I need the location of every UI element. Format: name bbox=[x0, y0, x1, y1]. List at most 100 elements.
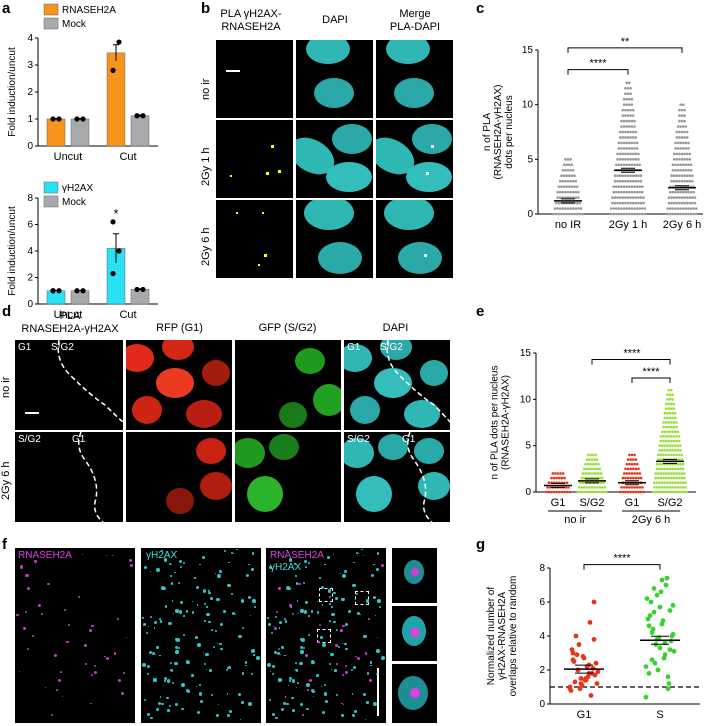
panel-c-chart: 0 5 10 15 n of PLA (RNASEH2A-γH2AX) dots per n… bbox=[482, 36, 703, 231]
d-inset-dapi-g1-bottom: G1 bbox=[402, 434, 416, 445]
speckle bbox=[166, 679, 171, 683]
data-point bbox=[612, 207, 615, 210]
y-axis-label-line: (RNASEH2A-γH2AX) bbox=[493, 84, 504, 179]
data-point bbox=[678, 119, 681, 123]
data-point bbox=[671, 207, 675, 210]
data-point bbox=[621, 130, 625, 134]
data-point bbox=[664, 472, 668, 475]
data-point bbox=[575, 212, 579, 216]
data-point bbox=[666, 398, 669, 401]
data-point bbox=[575, 201, 579, 205]
data-point bbox=[672, 421, 676, 424]
speckle bbox=[158, 701, 162, 705]
speckle bbox=[283, 654, 286, 657]
speckle bbox=[333, 554, 335, 556]
data-point bbox=[582, 486, 586, 489]
data-point bbox=[571, 196, 575, 199]
data-point bbox=[667, 425, 670, 429]
speckle bbox=[351, 693, 354, 696]
data-point bbox=[565, 212, 568, 216]
data-point bbox=[609, 212, 613, 216]
speckle bbox=[216, 642, 219, 645]
speckle bbox=[290, 696, 294, 700]
data-point bbox=[653, 486, 656, 489]
d-image-pla-noir bbox=[15, 340, 123, 430]
data-point bbox=[659, 621, 665, 627]
data-point bbox=[557, 185, 561, 188]
data-point bbox=[601, 476, 604, 480]
data-point bbox=[689, 207, 693, 210]
speckle bbox=[287, 684, 290, 687]
data-point bbox=[689, 168, 693, 172]
data-point bbox=[664, 402, 668, 406]
data-point bbox=[626, 108, 630, 112]
data-point bbox=[675, 174, 679, 178]
speckle bbox=[304, 600, 308, 605]
speckle bbox=[47, 583, 50, 586]
speckle bbox=[369, 660, 373, 664]
y-tick-label: 3 bbox=[27, 60, 33, 71]
b-image-merge-6h bbox=[376, 200, 453, 278]
speckle bbox=[185, 689, 189, 693]
data-point bbox=[639, 174, 643, 178]
data-point bbox=[578, 681, 584, 686]
data-point bbox=[668, 449, 672, 452]
data-point bbox=[570, 185, 574, 188]
speckle bbox=[267, 616, 269, 619]
data-point bbox=[628, 472, 631, 475]
speckle bbox=[268, 698, 271, 701]
data-point bbox=[664, 476, 668, 480]
data-point bbox=[615, 207, 618, 210]
data-point bbox=[676, 467, 680, 471]
data-point bbox=[676, 168, 680, 172]
data-point bbox=[620, 125, 623, 128]
data-point bbox=[676, 486, 680, 489]
data-point bbox=[629, 158, 632, 161]
data-point bbox=[618, 201, 622, 205]
data-point bbox=[590, 486, 594, 489]
data-point bbox=[673, 449, 677, 452]
panel-e-chart: 0 5 10 15 n of PLA dots per nucleus (RNASEH2A… bbox=[490, 347, 696, 526]
data-point bbox=[641, 190, 644, 194]
speckle bbox=[191, 600, 194, 603]
data-point bbox=[673, 486, 677, 489]
data-point bbox=[691, 174, 694, 178]
data-point bbox=[662, 435, 665, 438]
speckle bbox=[278, 620, 283, 625]
data-point bbox=[622, 119, 626, 123]
data-point bbox=[639, 490, 643, 494]
data-point bbox=[616, 196, 619, 199]
speckle bbox=[146, 673, 149, 676]
data-point bbox=[565, 185, 568, 188]
data-point bbox=[629, 108, 632, 112]
data-point bbox=[624, 490, 627, 494]
data-point bbox=[558, 476, 561, 480]
d-inset-dapi-sg2-top: S/G2 bbox=[380, 342, 403, 353]
data-point bbox=[558, 207, 562, 210]
speckle bbox=[210, 693, 213, 696]
data-point bbox=[688, 158, 692, 161]
data-point bbox=[688, 179, 692, 183]
data-point bbox=[667, 490, 670, 494]
category-label: S bbox=[656, 709, 663, 721]
data-point bbox=[566, 158, 570, 161]
data-point bbox=[659, 439, 663, 443]
data-point bbox=[667, 196, 671, 199]
data-point bbox=[651, 586, 657, 591]
data-point bbox=[561, 207, 565, 210]
data-point bbox=[655, 667, 661, 673]
data-point bbox=[667, 472, 670, 475]
data-point bbox=[616, 174, 619, 178]
data-point bbox=[589, 490, 592, 494]
data-point bbox=[116, 39, 122, 45]
data-point bbox=[635, 190, 639, 194]
data-point bbox=[671, 444, 674, 447]
data-point bbox=[679, 462, 682, 466]
speckle bbox=[154, 627, 156, 629]
data-point bbox=[593, 660, 599, 666]
data-point bbox=[667, 201, 671, 205]
data-point bbox=[681, 481, 685, 485]
data-point bbox=[628, 97, 631, 101]
data-point bbox=[631, 114, 635, 117]
speckle bbox=[317, 640, 320, 643]
